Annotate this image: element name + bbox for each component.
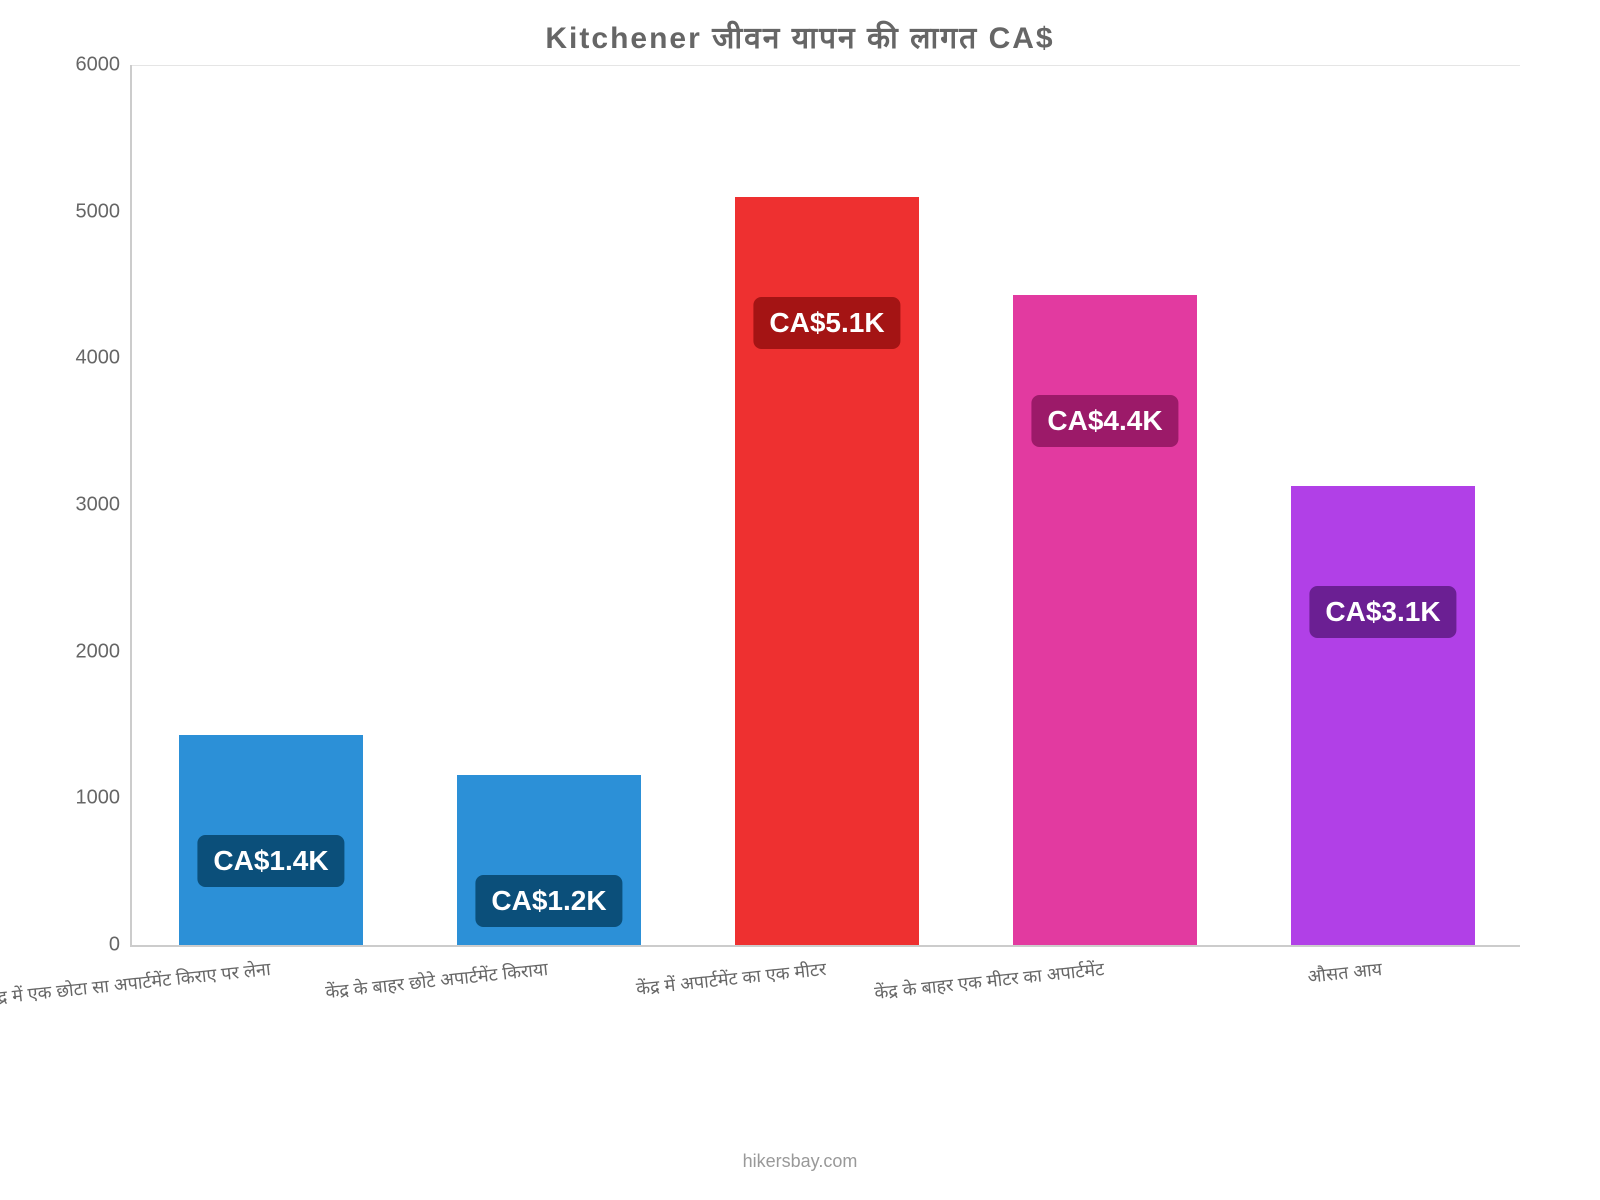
y-tick-label: 2000 (60, 640, 120, 663)
bar-value-badge: CA$1.2K (475, 875, 622, 927)
bar: CA$1.2K (457, 775, 640, 945)
y-tick-label: 6000 (60, 54, 120, 77)
bar: CA$1.4K (179, 735, 362, 945)
x-axis-labels: केंद्र में एक छोटा सा अपार्टमेंट किराए प… (130, 947, 1520, 1037)
x-tick-label: केंद्र के बाहर छोटे अपार्टमेंट किराया (325, 957, 550, 1004)
bar-value-badge: CA$5.1K (753, 297, 900, 349)
bar: CA$4.4K (1013, 295, 1196, 945)
x-tick-label: केंद्र में एक छोटा सा अपार्टमेंट किराए प… (0, 957, 272, 1011)
bar-value-badge: CA$1.4K (197, 835, 344, 887)
y-tick-label: 5000 (60, 200, 120, 223)
bar: CA$3.1K (1291, 486, 1474, 945)
plot-area: CA$1.4KCA$1.2KCA$5.1KCA$4.4KCA$3.1K 0100… (130, 65, 1520, 947)
x-tick-label: केंद्र के बाहर एक मीटर का अपार्टमेंट (874, 957, 1106, 1005)
attribution-text: hikersbay.com (0, 1151, 1600, 1172)
x-tick-label: केंद्र में अपार्टमेंट का एक मीटर (635, 957, 827, 1001)
y-tick-label: 1000 (60, 787, 120, 810)
x-tick-label: औसत आय (1307, 957, 1384, 989)
bars-layer: CA$1.4K CA$1.2K CA$5.1K CA$4.4K CA$3.1K (132, 65, 1520, 945)
bar-value-badge: CA$3.1K (1309, 586, 1456, 638)
y-tick-label: 0 (60, 934, 120, 957)
chart-title: Kitchener जीवन यापन की लागत CA$ (50, 16, 1550, 57)
bar-value-badge: CA$4.4K (1031, 395, 1178, 447)
bar: CA$5.1K (735, 197, 918, 945)
chart-container: Kitchener जीवन यापन की लागत CA$ CA$1.4KC… (50, 10, 1550, 1110)
y-tick-label: 4000 (60, 347, 120, 370)
y-tick-label: 3000 (60, 494, 120, 517)
